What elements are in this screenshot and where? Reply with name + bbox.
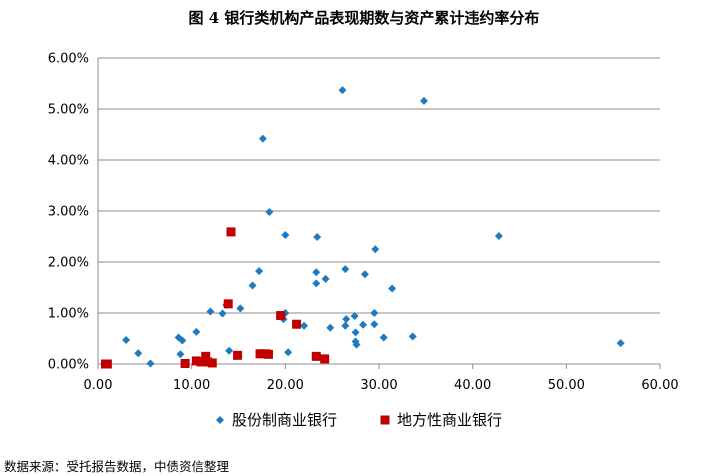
- x-tick-label: 50.00: [548, 378, 585, 393]
- data-point: [371, 245, 380, 254]
- x-tick-label: 60.00: [641, 378, 678, 393]
- data-point: [180, 358, 190, 368]
- data-points: [100, 86, 625, 369]
- data-point: [494, 231, 503, 240]
- data-point: [146, 359, 155, 368]
- data-point: [360, 270, 369, 279]
- data-point: [321, 274, 330, 283]
- series-joint-stock-banks: [122, 86, 625, 368]
- data-point: [342, 315, 351, 324]
- data-point: [359, 320, 368, 329]
- data-point: [408, 332, 417, 341]
- data-point: [191, 356, 201, 366]
- y-tick-label: 4.00%: [48, 154, 89, 169]
- data-point: [326, 323, 335, 332]
- data-point: [201, 351, 211, 361]
- data-point: [218, 309, 227, 318]
- data-point: [102, 359, 112, 369]
- legend-marker: [380, 415, 390, 425]
- data-point: [352, 340, 361, 349]
- series-local-banks: [100, 227, 330, 369]
- data-point: [281, 230, 290, 239]
- chart-title: 图 4 银行类机构产品表现期数与资产累计违约率分布: [189, 9, 540, 27]
- y-tick-label: 1.00%: [48, 307, 89, 322]
- x-tick-labels: 0.00 10.00 20.00 30.00 40.00 50.00 60.00: [84, 378, 679, 393]
- data-point: [419, 96, 428, 105]
- legend: 股份制商业银行 地方性商业银行: [216, 411, 502, 429]
- gridlines: [98, 57, 660, 314]
- data-point: [223, 299, 233, 309]
- x-tick-label: 30.00: [360, 378, 397, 393]
- data-point: [284, 348, 293, 357]
- y-tick-label: 6.00%: [48, 52, 89, 67]
- data-point: [134, 349, 143, 358]
- data-point: [255, 267, 264, 276]
- y-tick-labels: 0.00% 1.00% 2.00% 3.00% 4.00% 5.00% 6.00%: [48, 52, 89, 373]
- x-tick-label: 20.00: [267, 378, 304, 393]
- x-tick-label: 0.00: [84, 378, 113, 393]
- data-point: [233, 350, 243, 360]
- data-point: [338, 86, 347, 95]
- data-point: [341, 265, 350, 274]
- data-point: [320, 354, 330, 364]
- data-point: [276, 311, 286, 321]
- x-tick-label: 40.00: [454, 378, 491, 393]
- data-point: [379, 333, 388, 342]
- data-point: [255, 349, 265, 359]
- data-point: [258, 134, 267, 143]
- data-point: [350, 312, 359, 321]
- data-point: [351, 328, 360, 337]
- data-point: [226, 227, 236, 237]
- data-point: [300, 321, 309, 330]
- data-point: [192, 327, 201, 336]
- x-tick-label: 10.00: [173, 378, 210, 393]
- data-point: [178, 336, 187, 345]
- axes: [97, 58, 661, 369]
- data-point: [370, 320, 379, 329]
- data-point: [248, 281, 257, 290]
- y-tick-label: 5.00%: [48, 103, 89, 118]
- data-point: [122, 336, 131, 345]
- source-note: 数据来源：受托报告数据，中债资信整理: [4, 459, 230, 474]
- data-point: [313, 233, 322, 242]
- data-point: [312, 268, 321, 277]
- y-tick-label: 2.00%: [48, 256, 89, 271]
- data-point: [206, 307, 215, 316]
- data-point: [341, 321, 350, 330]
- legend-marker: [216, 416, 224, 424]
- data-point: [236, 304, 245, 313]
- data-point: [312, 279, 321, 288]
- y-tick-label: 3.00%: [48, 205, 89, 220]
- data-point: [207, 358, 217, 368]
- data-point: [176, 350, 185, 359]
- legend-label: 股份制商业银行: [232, 411, 337, 429]
- data-point: [196, 357, 206, 367]
- legend-label: 地方性商业银行: [397, 411, 502, 429]
- data-point: [225, 346, 234, 355]
- data-point: [203, 357, 213, 367]
- data-point: [616, 339, 625, 348]
- data-point: [265, 208, 274, 217]
- data-point: [292, 319, 302, 329]
- data-point: [311, 351, 321, 361]
- data-point: [388, 284, 397, 293]
- data-point: [263, 349, 273, 359]
- data-point: [370, 309, 379, 317]
- y-tick-label: 0.00%: [48, 358, 89, 373]
